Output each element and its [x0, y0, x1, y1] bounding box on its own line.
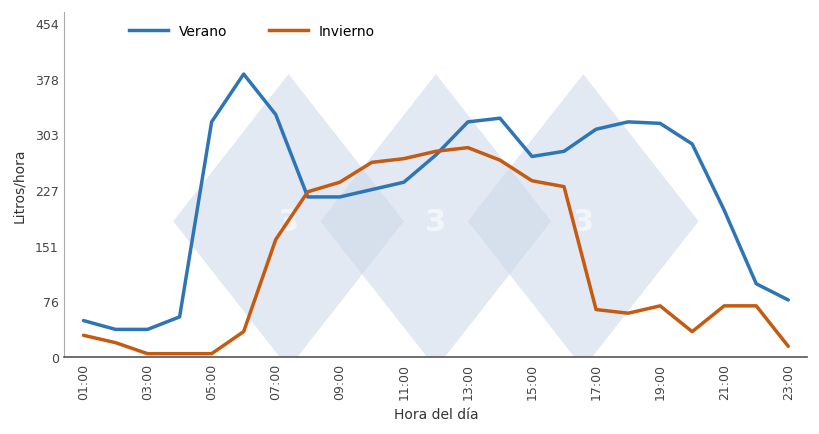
- Legend: Verano, Invierno: Verano, Invierno: [123, 20, 380, 44]
- Polygon shape: [468, 75, 698, 368]
- Text: 3: 3: [572, 207, 593, 236]
- Polygon shape: [320, 75, 550, 368]
- X-axis label: Hora del día: Hora del día: [393, 408, 477, 421]
- Text: 3: 3: [425, 207, 446, 236]
- Polygon shape: [173, 75, 403, 368]
- Text: 3: 3: [278, 207, 299, 236]
- Y-axis label: Litros/hora: Litros/hora: [12, 148, 26, 222]
